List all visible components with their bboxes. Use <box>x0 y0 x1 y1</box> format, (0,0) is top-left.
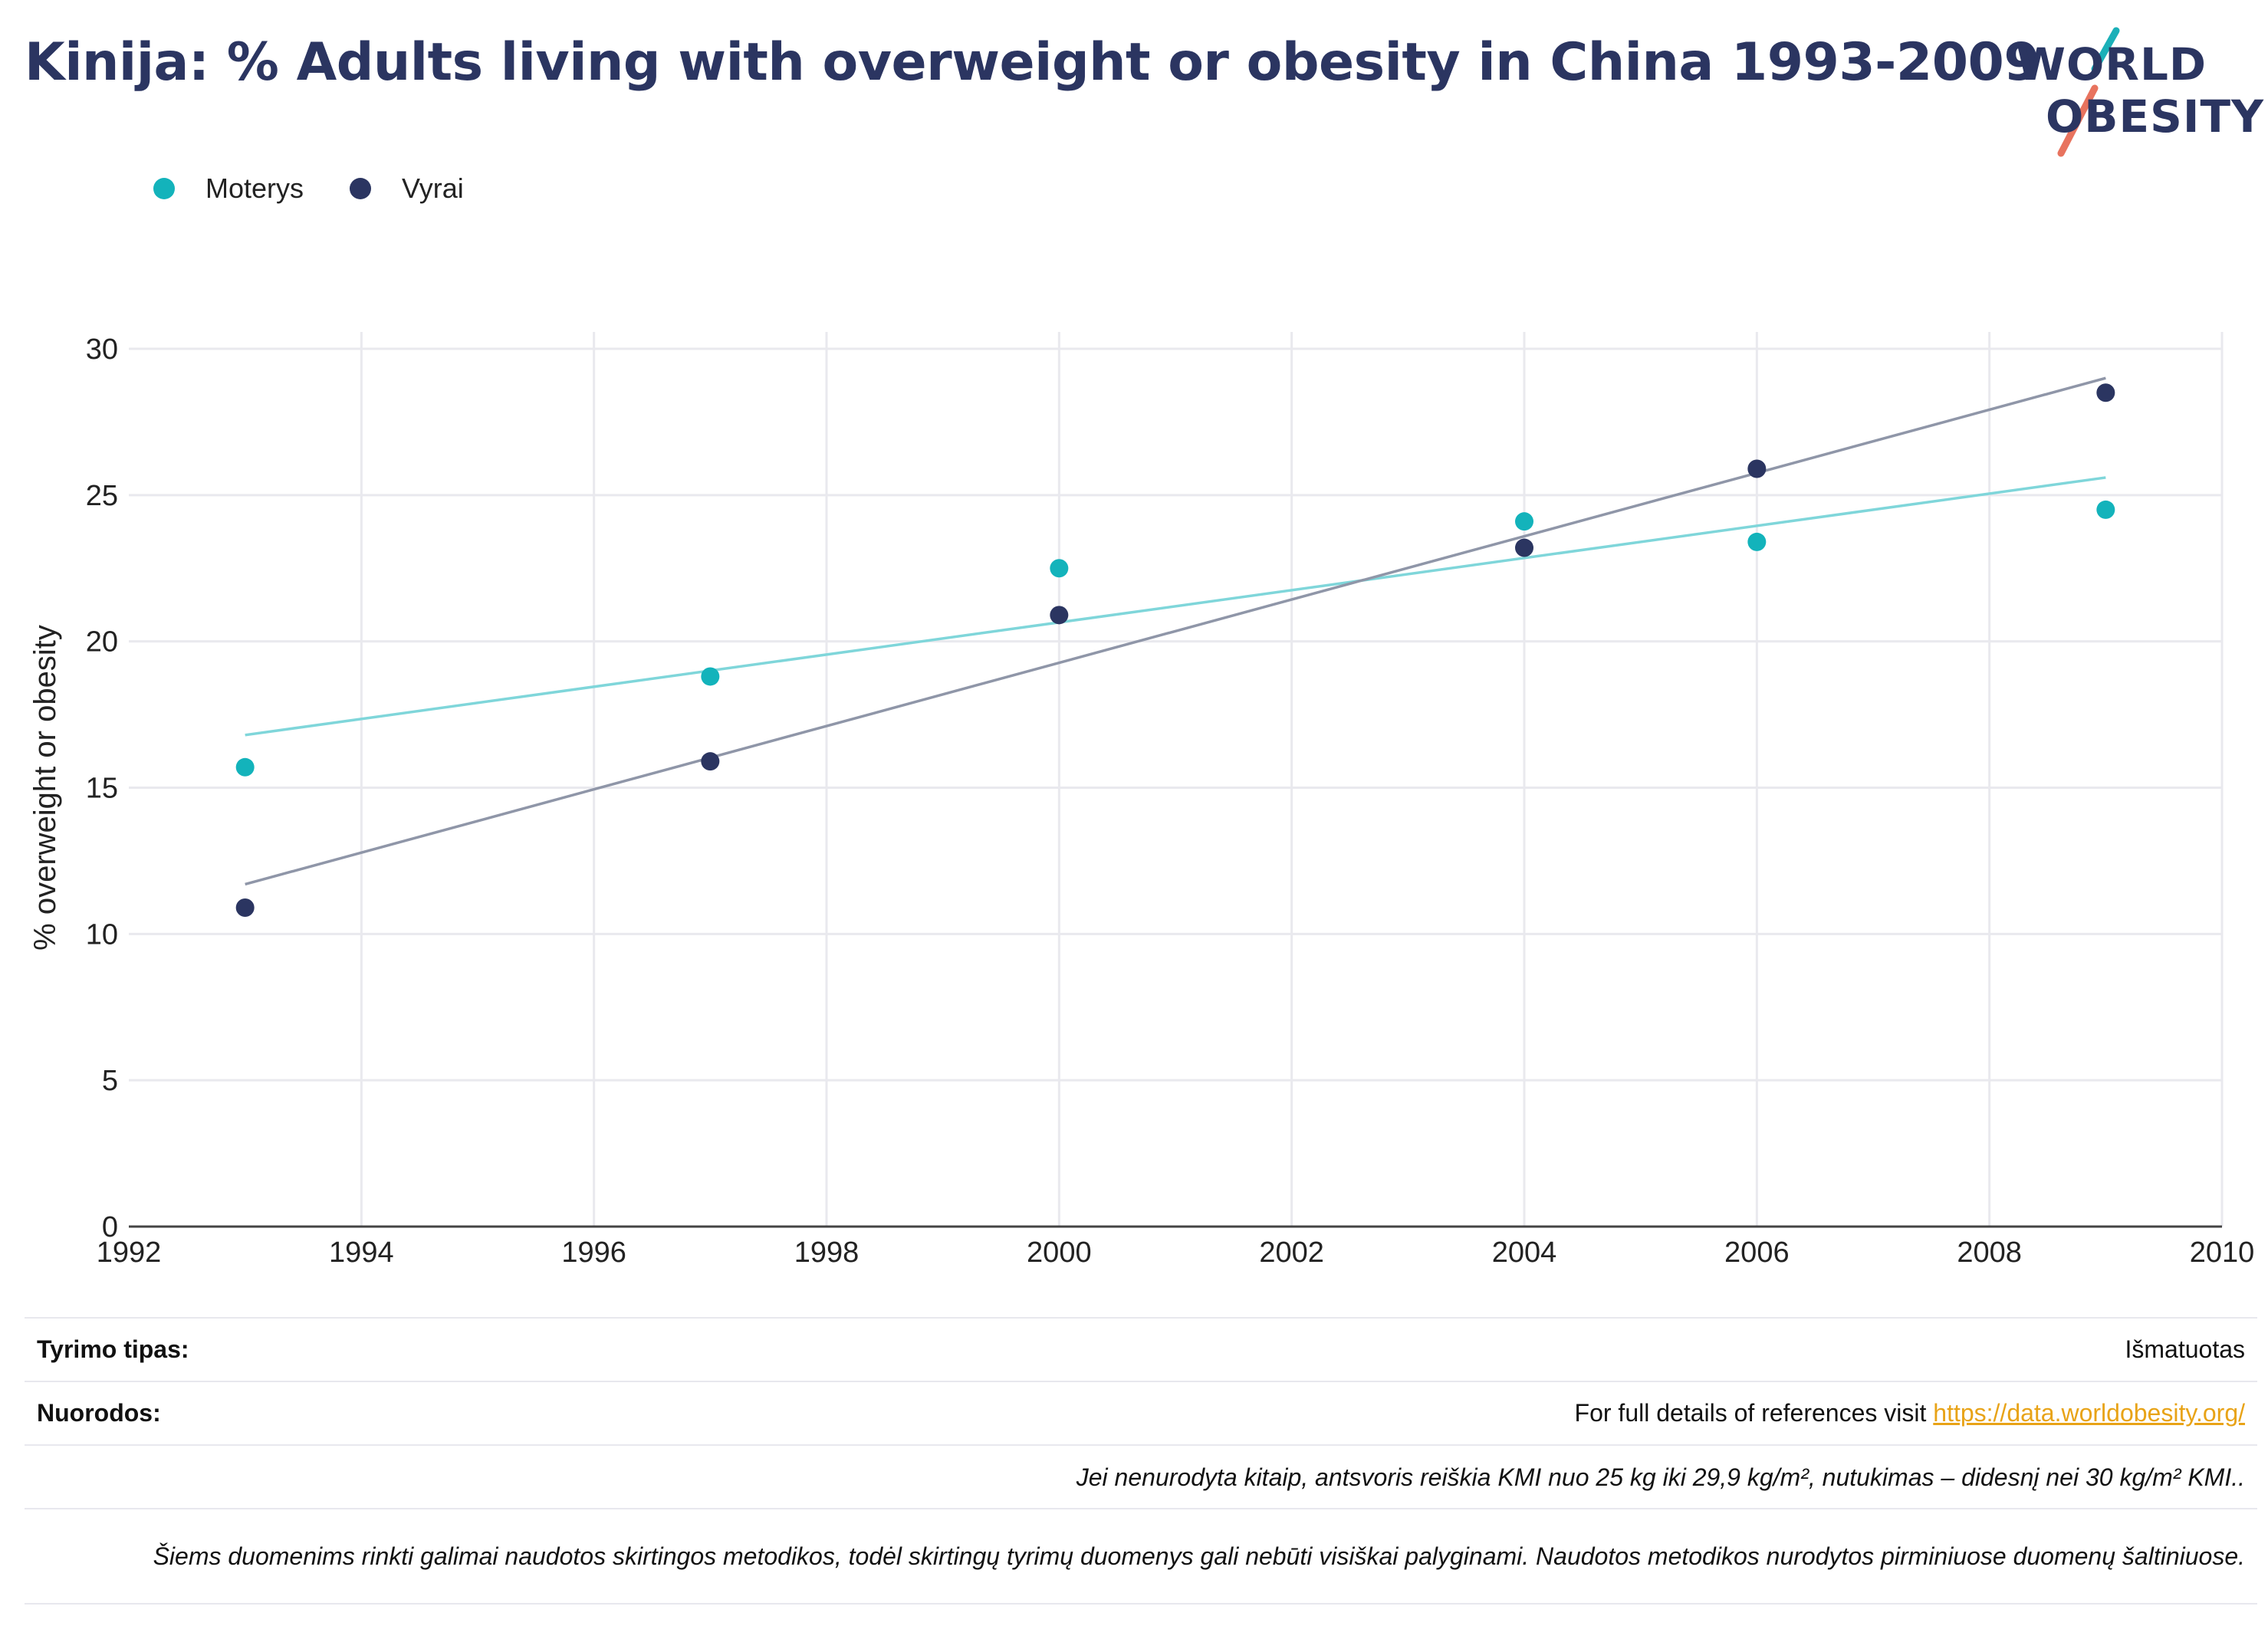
survey-type-value: Išmatuotas <box>2125 1335 2245 1363</box>
logo-teal-stroke <box>2091 27 2120 73</box>
x-tick-label-2004: 2004 <box>1492 1237 1557 1269</box>
logo-text-world: WORLD <box>2017 38 2207 90</box>
point-vyrai-1993 <box>235 898 255 917</box>
point-moterys-1993 <box>235 757 255 777</box>
point-vyrai-2004 <box>1515 538 1533 557</box>
y-tick-label-0: 0 <box>102 1211 118 1243</box>
x-tick-label-2010: 2010 <box>2190 1237 2255 1269</box>
legend-marker-moterys <box>153 178 175 199</box>
footer-row-note-definition: Jei nenurodyta kitaip, antsvoris reiškia… <box>25 1444 2257 1508</box>
point-moterys-2006 <box>1747 532 1767 551</box>
logo-text-obesity: OBESITY <box>2046 90 2265 143</box>
world-obesity-logo: WORLD OBESITY <box>2009 23 2265 161</box>
y-tick-label-10: 10 <box>86 918 118 951</box>
x-tick-label-1996: 1996 <box>561 1237 626 1269</box>
footer-row-note-methodology: Šiems duomenims rinkti galimai naudotos … <box>25 1508 2257 1605</box>
references-text: For full details of references visit <box>1574 1399 1934 1427</box>
references-text-wrap: For full details of references visit htt… <box>1575 1399 2245 1427</box>
chart-footer: Tyrimo tipas: Išmatuotas Nuorodos: For f… <box>25 1317 2257 1605</box>
footer-row-survey-type: Tyrimo tipas: Išmatuotas <box>25 1317 2257 1381</box>
trend-line-moterys <box>245 476 2106 737</box>
y-tick-label-15: 15 <box>86 773 118 805</box>
x-tick-label-2000: 2000 <box>1027 1237 1092 1269</box>
x-tick-label-1998: 1998 <box>794 1237 860 1269</box>
y-tick-label-5: 5 <box>102 1065 118 1097</box>
point-moterys-2004 <box>1515 512 1533 531</box>
definition-note: Jei nenurodyta kitaip, antsvoris reiškia… <box>1076 1463 2245 1491</box>
point-moterys-2009 <box>2096 500 2115 519</box>
survey-type-label: Tyrimo tipas: <box>37 1335 189 1363</box>
y-tick-label-30: 30 <box>86 333 118 366</box>
methodology-note: Šiems duomenims rinkti galimai naudotos … <box>153 1542 2245 1570</box>
y-tick-label-20: 20 <box>86 626 118 659</box>
logo-red-stroke <box>2057 84 2099 157</box>
point-moterys-1997 <box>701 667 720 686</box>
x-tick-label-1992: 1992 <box>97 1237 162 1269</box>
point-vyrai-2009 <box>2096 383 2115 402</box>
x-tick-label-2006: 2006 <box>1724 1237 1790 1269</box>
scatter-chart: 1992 1994 1996 1998 2000 2002 2004 2006 2008 2010… <box>28 332 2255 1269</box>
point-vyrai-2000 <box>1050 606 1069 625</box>
legend-item-vyrai[interactable]: Vyrai <box>350 172 464 205</box>
legend-label-moterys: Moterys <box>205 172 304 204</box>
chart-title: Kinija: % Adults living with overweight … <box>25 32 2040 93</box>
footer-row-references: Nuorodos: For full details of references… <box>25 1381 2257 1444</box>
chart-legend: Moterys Vyrai <box>153 172 464 205</box>
x-tick-label-2008: 2008 <box>1957 1237 2022 1269</box>
legend-item-moterys[interactable]: Moterys <box>153 172 304 205</box>
y-axis-label: % overweight or obesity <box>28 625 62 951</box>
trend-line-vyrai <box>245 376 2106 886</box>
x-tick-label-2002: 2002 <box>1259 1237 1324 1269</box>
legend-label-vyrai: Vyrai <box>402 172 464 204</box>
logo-slash-icon <box>2057 27 2120 157</box>
x-tick-label-1994: 1994 <box>329 1237 394 1269</box>
references-link[interactable]: https://data.worldobesity.org/ <box>1933 1399 2245 1427</box>
y-tick-label-25: 25 <box>86 480 118 512</box>
point-moterys-2000 <box>1050 559 1069 578</box>
point-vyrai-1997 <box>701 752 720 771</box>
references-label: Nuorodos: <box>37 1399 161 1427</box>
point-vyrai-2006 <box>1747 459 1767 478</box>
legend-marker-vyrai <box>350 178 372 199</box>
